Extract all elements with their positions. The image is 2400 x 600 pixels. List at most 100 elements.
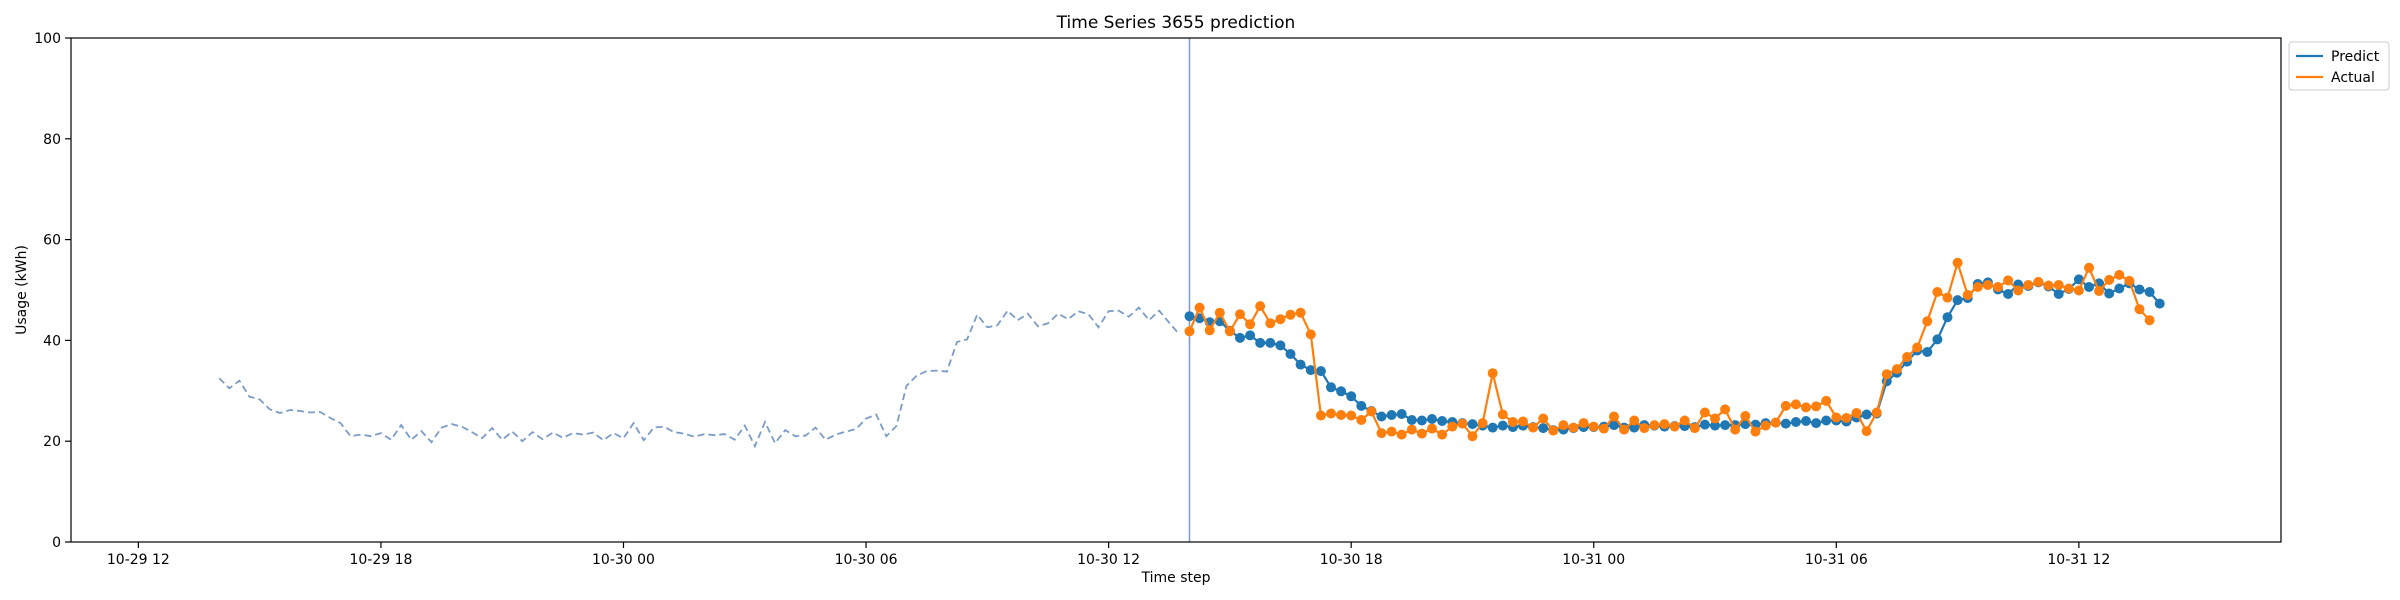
predict-point bbox=[1699, 419, 1710, 430]
actual-point bbox=[1922, 316, 1933, 327]
predict-point bbox=[1710, 420, 1720, 431]
actual-point bbox=[1518, 416, 1528, 427]
x-tick-label: 10-30 18 bbox=[1320, 552, 1383, 568]
predict-point bbox=[1305, 365, 1316, 376]
actual-point bbox=[1507, 417, 1518, 427]
actual-point bbox=[1598, 423, 1609, 434]
actual-point bbox=[1993, 282, 2003, 292]
actual-point bbox=[1366, 406, 1377, 417]
x-tick-label: 10-30 06 bbox=[835, 552, 898, 568]
actual-point bbox=[2114, 269, 2125, 280]
actual-point bbox=[1568, 422, 1579, 433]
legend-label-predict: Predict bbox=[2331, 49, 2380, 65]
actual-point bbox=[1740, 411, 1751, 421]
actual-point bbox=[1780, 400, 1791, 411]
actual-point bbox=[1871, 407, 1882, 418]
predict-point bbox=[1487, 422, 1498, 433]
actual-point bbox=[1447, 421, 1458, 432]
history-line bbox=[218, 306, 1181, 449]
predict-point bbox=[1386, 410, 1397, 420]
predict-point bbox=[1942, 312, 1953, 323]
actual-point bbox=[1285, 309, 1296, 320]
predict-point bbox=[1720, 420, 1731, 431]
actual-point bbox=[1386, 426, 1397, 437]
actual-point bbox=[1770, 417, 1781, 428]
predict-line bbox=[1189, 277, 2161, 432]
predict-point bbox=[1326, 382, 1336, 393]
actual-point bbox=[1194, 302, 1205, 313]
predict-point bbox=[2073, 274, 2084, 285]
predict-point bbox=[1811, 418, 1822, 429]
actual-point bbox=[2013, 285, 2024, 296]
x-tick-label: 10-31 06 bbox=[1805, 552, 1868, 568]
actual-point bbox=[1760, 420, 1771, 431]
y-tick-label: 80 bbox=[43, 132, 61, 148]
actual-point bbox=[2094, 286, 2105, 296]
predict-point bbox=[1780, 418, 1791, 429]
predict-point bbox=[2053, 289, 2064, 299]
x-tick-label: 10-31 12 bbox=[2047, 552, 2110, 568]
y-tick-label: 60 bbox=[43, 233, 61, 249]
actual-point bbox=[1326, 408, 1336, 419]
actual-point bbox=[1841, 413, 1852, 423]
actual-point bbox=[1821, 395, 1832, 406]
actual-point bbox=[1811, 401, 1822, 412]
actual-point bbox=[1437, 429, 1448, 440]
actual-point bbox=[1679, 415, 1690, 426]
y-axis-label: Usage (kWh) bbox=[14, 245, 30, 335]
predict-point bbox=[1427, 414, 1437, 424]
x-tick-label: 10-31 00 bbox=[1562, 552, 1625, 568]
actual-point bbox=[2023, 280, 2034, 290]
actual-point bbox=[2053, 280, 2064, 290]
predict-point bbox=[1801, 416, 1811, 426]
x-tick-label: 10-30 00 bbox=[592, 552, 655, 568]
actual-point bbox=[1790, 399, 1801, 410]
actual-point bbox=[1902, 352, 1913, 362]
predict-point bbox=[2114, 283, 2125, 294]
x-axis-label: Time step bbox=[1141, 570, 1211, 586]
actual-point bbox=[1477, 418, 1488, 429]
predict-point bbox=[1255, 337, 1266, 348]
actual-point bbox=[1235, 309, 1245, 320]
predict-point bbox=[1376, 411, 1387, 422]
actual-point bbox=[1699, 407, 1710, 418]
actual-point bbox=[1669, 421, 1680, 432]
actual-point bbox=[1578, 418, 1589, 429]
plot-area: 0 20 40 60 80 100 10-29 12 10-29 18 10-30 00 10-3… bbox=[34, 31, 2282, 568]
predict-point bbox=[1932, 334, 1943, 345]
y-tick-label: 0 bbox=[52, 535, 61, 551]
actual-point bbox=[1204, 325, 1215, 336]
actual-point bbox=[1629, 415, 1640, 426]
actual-point bbox=[2084, 262, 2094, 273]
predict-point bbox=[1235, 332, 1245, 343]
actual-point bbox=[1336, 410, 1347, 420]
y-tick-label: 100 bbox=[34, 31, 61, 47]
actual-point bbox=[1356, 415, 1367, 425]
actual-point bbox=[1416, 428, 1427, 439]
actual-point bbox=[2134, 304, 2145, 315]
predict-point bbox=[1629, 422, 1640, 433]
actual-point bbox=[1720, 404, 1731, 415]
actual-point bbox=[1649, 420, 1660, 431]
actual-point bbox=[1224, 326, 1235, 337]
actual-point bbox=[1275, 314, 1286, 325]
predict-point bbox=[2134, 284, 2145, 295]
legend-label-actual: Actual bbox=[2331, 70, 2375, 86]
actual-point bbox=[1305, 329, 1316, 340]
predict-point bbox=[1609, 420, 1619, 431]
actual-point bbox=[1396, 429, 1407, 440]
actual-point bbox=[1497, 409, 1508, 420]
predict-point bbox=[2104, 288, 2115, 299]
predict-point bbox=[1790, 417, 1801, 427]
predict-point bbox=[2144, 287, 2155, 297]
actual-point bbox=[1558, 420, 1569, 431]
actual-point bbox=[1932, 287, 1943, 297]
predict-point bbox=[1265, 337, 1276, 348]
actual-point bbox=[1710, 413, 1720, 424]
predict-point bbox=[1184, 311, 1195, 322]
chart-title: Time Series 3655 prediction bbox=[1056, 13, 1296, 33]
predict-point bbox=[2084, 282, 2094, 292]
predict-point bbox=[1467, 419, 1478, 430]
actual-point bbox=[1457, 418, 1468, 429]
actual-point bbox=[2144, 315, 2155, 326]
